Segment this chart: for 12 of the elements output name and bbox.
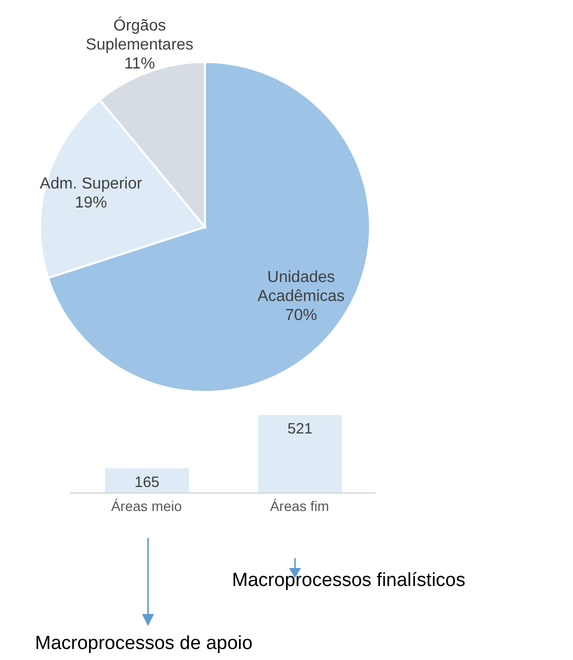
slice-label: Unidades Acadêmicas [258,269,345,306]
data-label: 19% [74,194,107,212]
text: Macroprocessos de apoio [35,633,253,655]
data-label: 11% [124,56,156,73]
slice-label: Órgãos Suplementares [86,16,194,54]
data-label: 165 [134,474,160,491]
x-tick-label: Áreas fim [270,498,330,514]
slice-label: Adm. Superior [40,176,143,193]
data-label: 70% [285,307,318,324]
text: Macroprocessos finalísticos [232,570,466,592]
x-tick-label: Áreas meio [111,498,182,514]
data-label: 521 [287,420,313,438]
